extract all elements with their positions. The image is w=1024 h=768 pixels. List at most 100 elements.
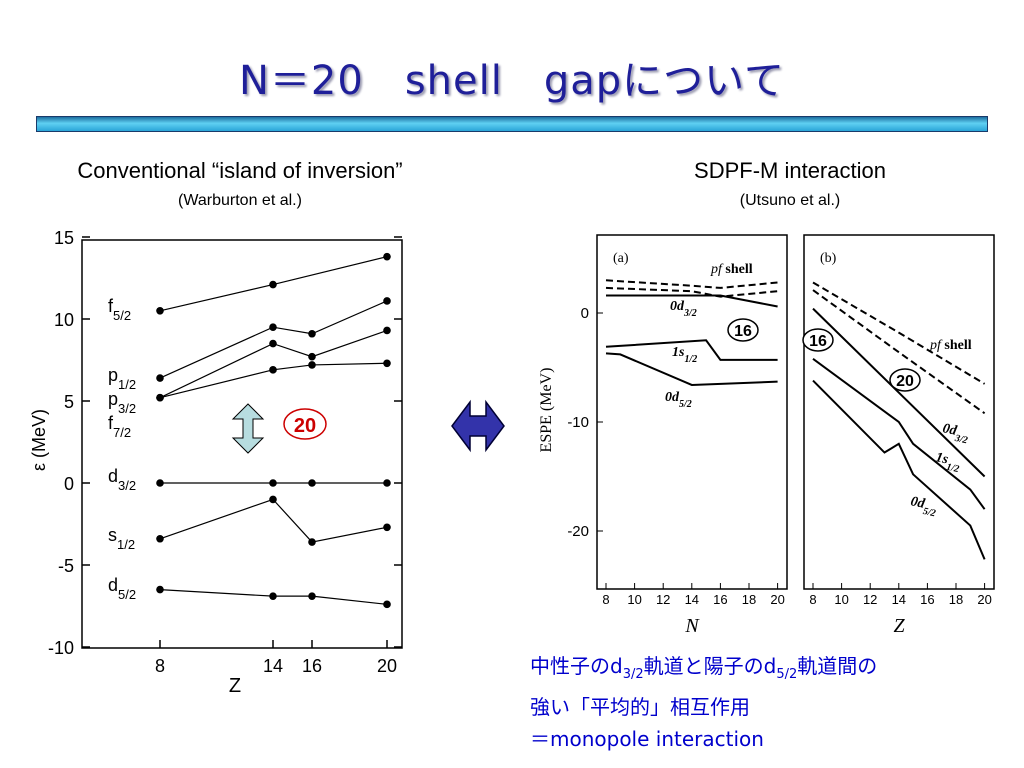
data-point [383,600,391,609]
comparison-double-arrow-icon [451,399,505,453]
gap-label-circle [283,408,327,440]
series-line [159,300,388,379]
data-point [308,329,316,338]
left-subheading: (Warburton et al.) [178,192,302,209]
series-line [159,362,388,399]
orbital-label: p3/2 [108,389,136,416]
data-point [156,479,164,487]
orbital-label: d5/2 [108,575,136,602]
y-tick-label: -5 [58,556,74,576]
magic-number-circle [802,328,834,352]
x-tick-label: 16 [920,592,934,607]
x-axis-label: Z [229,675,241,695]
data-point [269,339,277,348]
x-tick-label: 8 [809,592,816,607]
y-tick-label: -10 [567,414,589,431]
curve-label: 1s1/2 [672,345,697,365]
x-axis-label: Z [893,615,905,637]
slide-title: N＝20 shell gapについて [239,58,785,104]
series-line [605,339,778,361]
curve-label: 0d3/2 [940,421,970,446]
data-point [269,495,277,504]
data-point [269,479,277,487]
data-point [156,585,164,594]
right-subheading: (Utsuno et al.) [739,192,841,209]
data-point [269,323,277,332]
panel-label: (a) [613,251,629,266]
orbital-label: p1/2 [108,365,136,392]
series-line [159,498,388,543]
data-point [383,252,391,261]
title-divider-bar [36,116,988,132]
caption-line-3: ＝monopole interaction [530,727,764,751]
x-tick-label: 12 [656,592,670,607]
y-tick-label: -20 [567,523,589,540]
caption-line-1: 中性子のd3/2軌道と陽子のd5/2軌道間の [530,654,878,682]
gap-double-arrow-icon [231,403,265,454]
x-tick-label: 20 [770,592,784,607]
y-tick-label: 5 [64,392,74,412]
series-line [605,279,778,289]
y-tick-label: 0 [64,474,74,494]
y-tick-label: 10 [54,310,74,330]
orbital-label: f7/2 [108,413,131,440]
x-axis-label: N [684,615,700,637]
data-point [269,592,277,600]
x-tick-label: 14 [685,592,699,607]
orbital-label: f5/2 [108,296,131,323]
panel-b-frame [803,234,995,590]
x-tick-label: 18 [742,592,756,607]
series-line [606,294,778,308]
gap-label: 20 [294,415,316,437]
data-point [269,366,277,374]
series-line [812,289,986,415]
x-tick-label: 10 [834,592,848,607]
y-axis-label: ESPE (MeV) [538,368,555,453]
x-tick-label: 16 [713,592,727,607]
series-line [812,281,986,385]
curve-label: pf shell [710,262,753,277]
data-point [383,326,391,335]
series-line [812,307,986,478]
y-tick-label: -10 [48,638,74,658]
data-point [308,538,316,546]
curve-label: 0d5/2 [908,494,938,519]
series-line [159,329,388,399]
curve-label: 0d5/2 [665,390,692,410]
curve-label: pf shell [929,338,972,353]
x-tick-label: 8 [602,592,609,607]
panel-label: (b) [820,251,837,266]
data-point [308,592,316,600]
x-tick-label: 12 [863,592,877,607]
x-tick-label: 18 [949,592,963,607]
orbital-label: s1/2 [108,525,135,552]
data-point [308,352,316,361]
magic-number-label: 16 [809,333,827,350]
magic-number-circle [727,318,759,342]
warburton-chart: 20 15 10 5 0 -5 -10 8 14 16 20 Zε (MeV) f5/2 p1/2p3/… [29,228,403,695]
orbital-label: d3/2 [108,466,136,493]
data-point [383,359,391,368]
panel-a-frame [596,234,788,590]
data-point [156,374,164,382]
sdpf-m-chart: 8 10 12 14 16 18 20 N (a) 8 10 12 14 16 18 20 Z (b) 0 -10 -2… [538,234,995,637]
data-point [156,307,164,315]
plot-frame [81,239,403,649]
caption-line-2: 強い「平均的」相互作用 [530,695,750,719]
data-point [308,479,316,487]
series-line [159,589,388,605]
data-point [308,361,316,369]
curve-label: 0d3/2 [670,299,697,319]
x-tick-label: 14 [892,592,906,607]
x-tick-label: 16 [302,656,322,676]
caption: 中性子のd3/2軌道と陽子のd5/2軌道間の 強い「平均的」相互作用 ＝mono… [530,650,1010,755]
data-point [156,393,164,402]
curve-label: 1s1/2 [933,450,962,474]
series-line [812,379,986,560]
data-point [383,523,391,532]
y-tick-label: 15 [54,228,74,248]
y-axis-label: ε (MeV) [29,409,49,471]
data-point [383,479,391,487]
series-line [812,357,986,510]
data-point [156,534,164,543]
